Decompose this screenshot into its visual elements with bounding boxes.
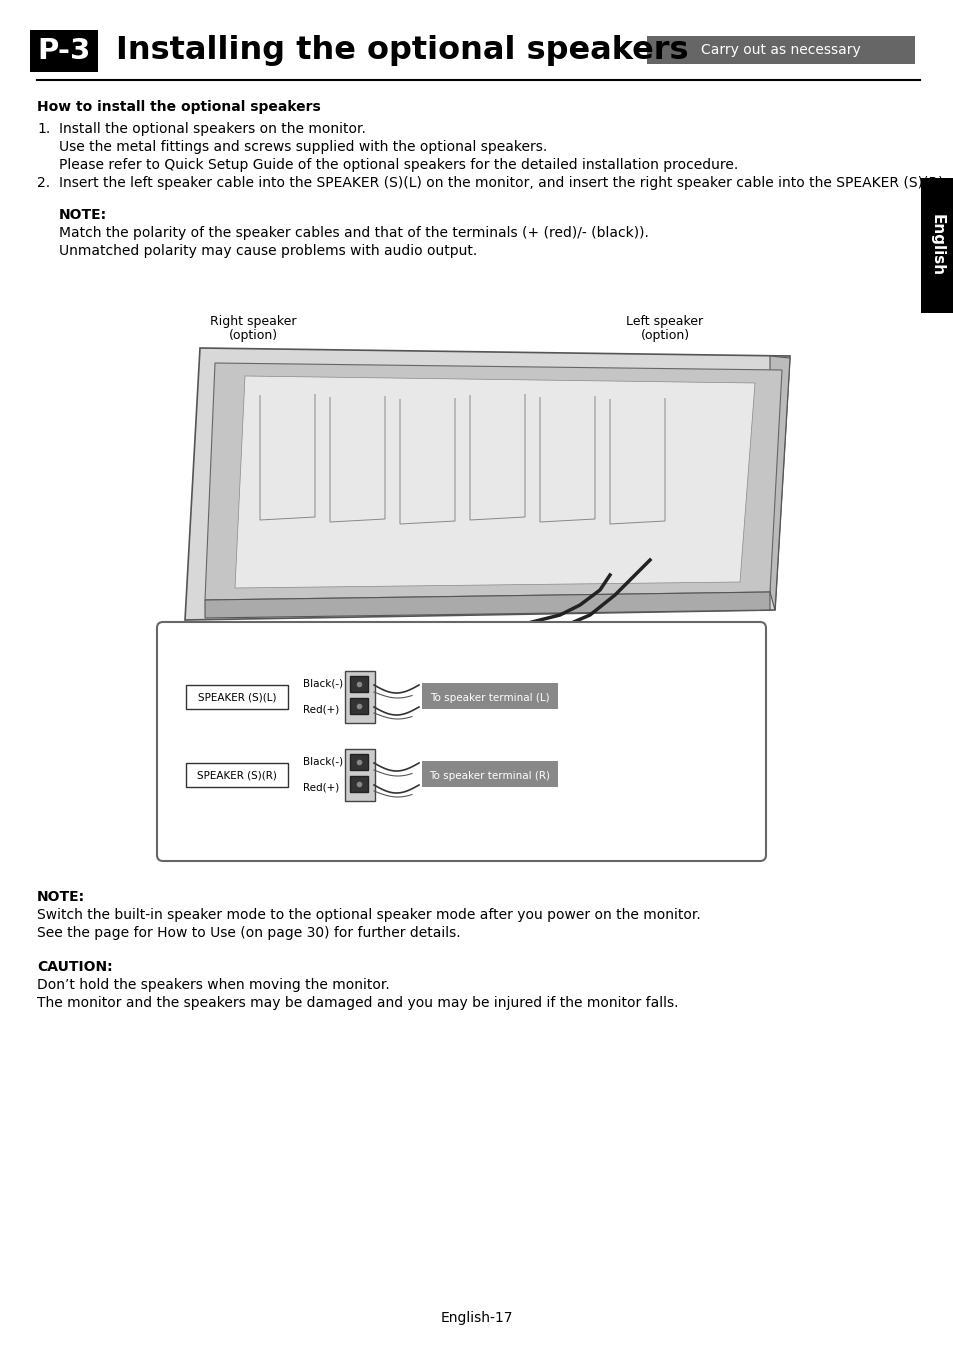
Text: Match the polarity of the speaker cables and that of the terminals (+ (red)/- (b: Match the polarity of the speaker cables… xyxy=(59,225,648,240)
FancyBboxPatch shape xyxy=(186,684,288,709)
FancyBboxPatch shape xyxy=(350,776,368,792)
Text: Please refer to Quick Setup Guide of the optional speakers for the detailed inst: Please refer to Quick Setup Guide of the… xyxy=(59,158,738,171)
Text: SPEAKER (S)(R): SPEAKER (S)(R) xyxy=(197,771,276,782)
FancyBboxPatch shape xyxy=(350,755,368,770)
FancyBboxPatch shape xyxy=(421,761,558,787)
Text: Don’t hold the speakers when moving the monitor.: Don’t hold the speakers when moving the … xyxy=(37,977,390,992)
Text: Installing the optional speakers: Installing the optional speakers xyxy=(116,35,688,66)
Text: English: English xyxy=(929,215,944,277)
Text: Unmatched polarity may cause problems with audio output.: Unmatched polarity may cause problems wi… xyxy=(59,244,476,258)
FancyBboxPatch shape xyxy=(350,676,368,693)
Text: To speaker terminal (L): To speaker terminal (L) xyxy=(430,693,549,703)
FancyBboxPatch shape xyxy=(345,671,375,724)
FancyBboxPatch shape xyxy=(646,36,914,63)
FancyBboxPatch shape xyxy=(350,698,368,714)
FancyBboxPatch shape xyxy=(421,683,558,709)
Text: Red(+): Red(+) xyxy=(303,705,339,716)
Polygon shape xyxy=(205,363,781,599)
Text: To speaker terminal (R): To speaker terminal (R) xyxy=(429,771,550,782)
Text: How to install the optional speakers: How to install the optional speakers xyxy=(37,100,320,113)
Text: Carry out as necessary: Carry out as necessary xyxy=(700,43,860,57)
Text: English-17: English-17 xyxy=(440,1311,513,1324)
Text: Red(+): Red(+) xyxy=(303,783,339,792)
Text: 1.: 1. xyxy=(37,122,51,136)
Text: Switch the built-in speaker mode to the optional speaker mode after you power on: Switch the built-in speaker mode to the … xyxy=(37,909,700,922)
Text: Black(-): Black(-) xyxy=(303,757,343,767)
Text: Insert the left speaker cable into the SPEAKER (S)(L) on the monitor, and insert: Insert the left speaker cable into the S… xyxy=(59,176,947,190)
Polygon shape xyxy=(185,348,789,620)
Text: P-3: P-3 xyxy=(37,36,91,65)
FancyBboxPatch shape xyxy=(920,178,953,313)
Text: Left speaker: Left speaker xyxy=(626,315,702,328)
Text: Use the metal fittings and screws supplied with the optional speakers.: Use the metal fittings and screws suppli… xyxy=(59,140,547,154)
Text: NOTE:: NOTE: xyxy=(59,208,107,221)
Text: NOTE:: NOTE: xyxy=(37,890,85,905)
Text: (option): (option) xyxy=(639,329,689,342)
Text: 2.: 2. xyxy=(37,176,51,190)
Text: SPEAKER (S)(L): SPEAKER (S)(L) xyxy=(197,693,276,703)
Text: Right speaker: Right speaker xyxy=(210,315,296,328)
Polygon shape xyxy=(234,377,754,589)
Text: Black(-): Black(-) xyxy=(303,679,343,688)
FancyBboxPatch shape xyxy=(186,763,288,787)
Text: The monitor and the speakers may be damaged and you may be injured if the monito: The monitor and the speakers may be dama… xyxy=(37,996,678,1010)
Text: See the page for How to Use (on page 30) for further details.: See the page for How to Use (on page 30)… xyxy=(37,926,460,940)
Polygon shape xyxy=(769,356,789,610)
FancyBboxPatch shape xyxy=(30,30,98,72)
Text: CAUTION:: CAUTION: xyxy=(37,960,112,973)
FancyBboxPatch shape xyxy=(157,622,765,861)
FancyBboxPatch shape xyxy=(345,749,375,801)
Text: Install the optional speakers on the monitor.: Install the optional speakers on the mon… xyxy=(59,122,366,136)
Text: (option): (option) xyxy=(228,329,277,342)
Polygon shape xyxy=(205,593,769,618)
